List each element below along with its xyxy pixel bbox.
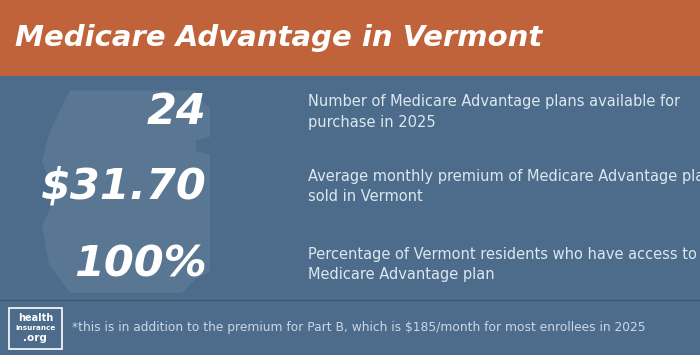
- Text: *this is in addition to the premium for Part B, which is $185/month for most enr: *this is in addition to the premium for …: [72, 321, 645, 334]
- Text: 24: 24: [147, 91, 206, 133]
- Bar: [0, 300, 700, 355]
- Text: 100%: 100%: [74, 244, 206, 285]
- Text: .org: .org: [23, 333, 48, 343]
- Text: $31.70: $31.70: [41, 165, 206, 207]
- Text: insurance: insurance: [15, 325, 55, 331]
- Text: health: health: [18, 313, 53, 323]
- Text: Number of Medicare Advantage plans available for
purchase in 2025: Number of Medicare Advantage plans avail…: [308, 94, 680, 130]
- Text: Medicare Advantage in Vermont: Medicare Advantage in Vermont: [15, 24, 542, 52]
- Text: Percentage of Vermont residents who have access to a
Medicare Advantage plan: Percentage of Vermont residents who have…: [308, 247, 700, 282]
- Polygon shape: [42, 91, 210, 293]
- Bar: [0, 0, 700, 76]
- Text: Average monthly premium of Medicare Advantage plan
sold in Vermont: Average monthly premium of Medicare Adva…: [308, 169, 700, 204]
